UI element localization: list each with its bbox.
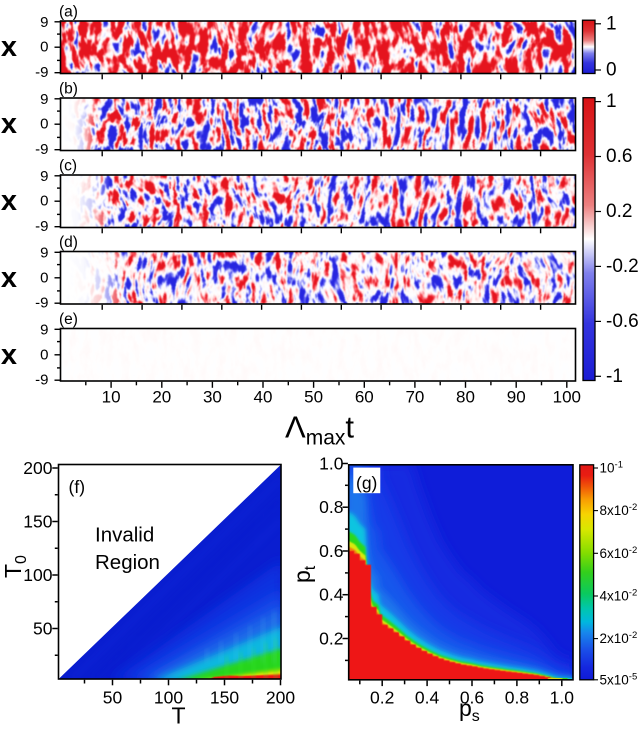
svg-text:60: 60	[355, 388, 374, 407]
svg-text:-9: -9	[35, 218, 48, 235]
svg-text:(f): (f)	[69, 477, 86, 497]
svg-text:90: 90	[507, 388, 526, 407]
svg-text:0.4: 0.4	[319, 585, 344, 605]
svg-text:10: 10	[102, 388, 121, 407]
svg-text:Region: Region	[95, 551, 160, 574]
svg-text:100: 100	[553, 388, 581, 407]
svg-text:Invalid: Invalid	[95, 524, 154, 547]
svg-text:(d): (d)	[59, 234, 78, 251]
svg-text:(g): (g)	[356, 473, 377, 493]
svg-text:-0.2: -0.2	[606, 256, 639, 277]
svg-text:0.6: 0.6	[606, 146, 632, 167]
svg-text:0: 0	[40, 116, 48, 133]
svg-text:30: 30	[203, 388, 222, 407]
svg-text:x: x	[1, 108, 17, 140]
svg-text:-1: -1	[606, 366, 623, 387]
svg-text:0.8: 0.8	[505, 688, 529, 708]
svg-text:(e): (e)	[59, 311, 78, 328]
svg-text:(a): (a)	[59, 4, 78, 21]
svg-text:x: x	[1, 262, 17, 294]
svg-text:50: 50	[103, 688, 123, 708]
svg-text:70: 70	[405, 388, 424, 407]
svg-text:150: 150	[23, 512, 52, 532]
svg-text:0: 0	[40, 346, 48, 363]
svg-text:0: 0	[606, 60, 617, 81]
svg-text:0.2: 0.2	[319, 629, 343, 649]
svg-text:0.8: 0.8	[319, 497, 343, 517]
svg-text:0: 0	[40, 269, 48, 286]
svg-text:1.0: 1.0	[550, 688, 575, 708]
svg-text:100: 100	[23, 565, 52, 585]
svg-text:x: x	[1, 339, 17, 371]
svg-text:9: 9	[40, 168, 48, 185]
svg-text:50: 50	[33, 619, 53, 639]
svg-text:0: 0	[40, 39, 48, 56]
svg-text:40: 40	[254, 388, 273, 407]
svg-text:50: 50	[304, 388, 323, 407]
svg-text:(c): (c)	[59, 158, 77, 175]
svg-text:200: 200	[266, 688, 295, 708]
svg-text:0.6: 0.6	[319, 541, 343, 561]
svg-text:1: 1	[606, 91, 617, 112]
svg-text:-9: -9	[35, 141, 48, 158]
svg-text:200: 200	[23, 458, 52, 478]
svg-text:20: 20	[152, 388, 171, 407]
svg-text:1: 1	[606, 13, 617, 34]
svg-text:-9: -9	[35, 372, 48, 389]
svg-text:150: 150	[210, 688, 239, 708]
svg-text:-9: -9	[35, 64, 48, 81]
svg-text:0: 0	[40, 193, 48, 210]
svg-text:9: 9	[40, 14, 48, 31]
svg-text:-0.6: -0.6	[606, 311, 639, 332]
svg-text:x: x	[1, 31, 17, 63]
svg-text:0.4: 0.4	[415, 688, 440, 708]
svg-text:1.0: 1.0	[319, 454, 344, 474]
svg-text:80: 80	[456, 388, 475, 407]
svg-text:0.2: 0.2	[370, 688, 394, 708]
svg-text:9: 9	[40, 322, 48, 339]
svg-text:T: T	[172, 703, 186, 727]
svg-text:9: 9	[40, 245, 48, 262]
svg-text:-9: -9	[35, 295, 48, 312]
svg-text:(b): (b)	[59, 81, 78, 98]
svg-text:9: 9	[40, 91, 48, 108]
svg-text:x: x	[1, 185, 17, 217]
svg-text:0.2: 0.2	[606, 201, 632, 222]
